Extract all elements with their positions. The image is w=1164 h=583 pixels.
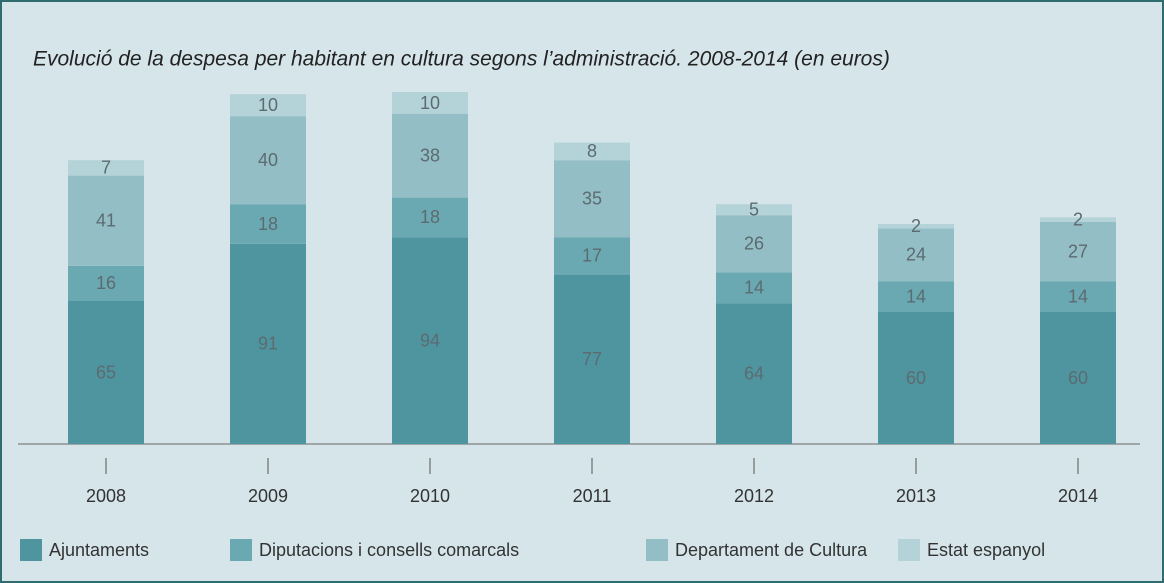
bar-segment <box>554 274 630 444</box>
bar-segment <box>878 312 954 444</box>
value-label: 8 <box>587 141 597 161</box>
bar-segment <box>230 116 306 205</box>
value-label: 94 <box>420 330 440 350</box>
bar-segment <box>554 160 630 238</box>
legend-label: Estat espanyol <box>927 540 1045 560</box>
value-label: 91 <box>258 334 278 354</box>
value-label: 60 <box>906 368 926 388</box>
bar-segment <box>878 281 954 312</box>
legend-swatch <box>898 539 920 561</box>
bar-segment <box>878 224 954 229</box>
bar-segment <box>1040 221 1116 282</box>
bar-segment <box>1040 281 1116 312</box>
x-tick-label: 2010 <box>410 486 450 506</box>
legend-swatch <box>646 539 668 561</box>
x-tick-label: 2012 <box>734 486 774 506</box>
legend-swatch <box>20 539 42 561</box>
bar-segment <box>1040 217 1116 222</box>
bar-segment <box>392 197 468 238</box>
x-tick-label: 2011 <box>573 486 612 506</box>
value-label: 40 <box>258 150 278 170</box>
bar-segment <box>716 303 792 444</box>
x-tick-label: 2013 <box>896 486 936 506</box>
bar-segment <box>230 204 306 244</box>
value-label: 10 <box>258 95 278 115</box>
bar-segment <box>68 175 144 266</box>
value-label: 60 <box>1068 368 1088 388</box>
value-label: 10 <box>420 93 440 113</box>
value-label: 26 <box>744 234 764 254</box>
bar-segment <box>1040 312 1116 444</box>
legend-label: Diputacions i consells comarcals <box>259 540 519 560</box>
value-label: 17 <box>582 246 602 266</box>
bar-segment <box>392 92 468 114</box>
value-label: 16 <box>96 273 116 293</box>
bar-segment <box>716 272 792 304</box>
legend-label: Ajuntaments <box>49 540 149 560</box>
legend-label: Departament de Cultura <box>675 540 868 560</box>
bar-segment <box>68 160 144 176</box>
bar-segment <box>392 114 468 198</box>
value-label: 14 <box>1068 286 1088 306</box>
value-label: 18 <box>258 214 278 234</box>
value-label: 41 <box>96 210 116 230</box>
bar-segment <box>392 237 468 444</box>
value-label: 65 <box>96 362 116 382</box>
bar-segment <box>554 142 630 161</box>
value-label: 24 <box>906 245 926 265</box>
x-tick-label: 2008 <box>86 486 126 506</box>
value-label: 35 <box>582 188 602 208</box>
value-label: 2 <box>911 216 921 236</box>
value-label: 18 <box>420 207 440 227</box>
x-tick-label: 2009 <box>248 486 288 506</box>
value-label: 14 <box>744 278 764 298</box>
bar-segment <box>230 94 306 117</box>
x-tick-label: 2014 <box>1058 486 1098 506</box>
value-label: 77 <box>582 349 602 369</box>
value-label: 5 <box>749 199 759 219</box>
bar-segment <box>68 265 144 301</box>
value-label: 7 <box>101 158 111 178</box>
bar-segment <box>68 301 144 444</box>
value-label: 2 <box>1073 209 1083 229</box>
value-label: 64 <box>744 363 764 383</box>
chart-title: Evolució de la despesa per habitant en c… <box>33 48 890 71</box>
bar-segment <box>878 228 954 282</box>
bar-segment <box>554 237 630 275</box>
bar-segment <box>716 204 792 216</box>
value-label: 27 <box>1068 241 1088 261</box>
legend-swatch <box>230 539 252 561</box>
bar-segment <box>716 215 792 273</box>
bar-segment <box>230 243 306 444</box>
value-label: 14 <box>906 286 926 306</box>
value-label: 38 <box>420 146 440 166</box>
